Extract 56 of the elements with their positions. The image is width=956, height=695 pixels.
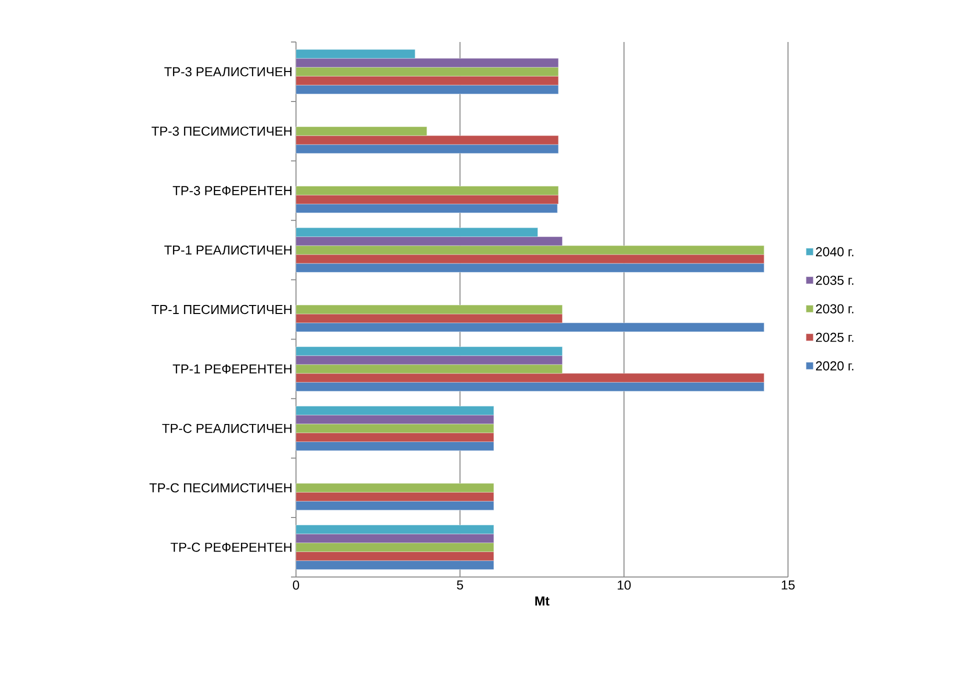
bar xyxy=(296,263,764,272)
x-tick-label: 10 xyxy=(618,580,631,590)
x-axis-title: Mt xyxy=(535,596,550,606)
bar xyxy=(296,483,494,492)
legend-label: 2020 г. xyxy=(816,361,854,370)
bar xyxy=(296,442,494,451)
bar xyxy=(296,322,764,332)
y-tick-label: ТР-1 ПЕСИМИСТИЧЕН xyxy=(152,304,292,314)
bar xyxy=(296,552,494,561)
bar xyxy=(296,406,494,416)
bar xyxy=(296,346,562,356)
x-tick-label: 15 xyxy=(782,580,795,590)
bar xyxy=(296,314,562,323)
y-tick-label: ТР-1 РЕФЕРЕНТЕН xyxy=(172,364,292,374)
bar xyxy=(296,126,428,136)
y-tick-label: ТР-С ПЕСИМИСТИЧЕН xyxy=(149,483,292,492)
bar xyxy=(296,144,559,154)
bar xyxy=(296,236,562,246)
bar xyxy=(296,67,559,76)
bar xyxy=(296,534,494,543)
bar xyxy=(296,245,764,255)
bar xyxy=(296,204,558,214)
legend-label: 2040 г. xyxy=(816,247,854,256)
y-tick-label: ТР-3 ПЕСИМИСТИЧЕН xyxy=(152,126,292,136)
bar xyxy=(296,524,494,534)
bar xyxy=(296,432,494,442)
y-tick-label: ТР-С РЕФЕРЕНТЕН xyxy=(170,542,292,552)
bar xyxy=(296,364,562,374)
bar xyxy=(296,542,494,552)
bar xyxy=(296,424,494,433)
y-tick-label: ТР-С РЕАЛИСТИЧЕН xyxy=(162,424,292,433)
legend-label: 2025 г. xyxy=(816,332,854,342)
bar xyxy=(296,355,562,365)
y-tick-label: ТР-3 РЕФЕРЕНТЕН xyxy=(172,186,292,196)
bar xyxy=(296,194,559,204)
bar xyxy=(296,58,559,68)
bar xyxy=(296,373,764,382)
x-tick-label: 5 xyxy=(456,580,464,590)
bar xyxy=(296,49,416,59)
legend-label: 2035 г. xyxy=(816,276,854,285)
bar xyxy=(296,76,559,86)
bar xyxy=(296,414,494,424)
bar xyxy=(296,228,538,237)
bar xyxy=(296,84,559,94)
bar xyxy=(296,501,494,510)
legend-label: 2030 г. xyxy=(816,304,854,314)
bar xyxy=(296,135,559,145)
bar xyxy=(296,254,764,264)
bar xyxy=(296,560,494,570)
y-tick-label: ТР-1 РЕАЛИСТИЧЕН xyxy=(164,245,292,255)
x-tick-label: 0 xyxy=(292,580,300,590)
bar xyxy=(296,382,764,392)
bar xyxy=(296,304,562,314)
bar xyxy=(296,186,559,196)
y-tick-label: ТР-3 РЕАЛИСТИЧЕН xyxy=(164,67,292,76)
bar xyxy=(296,492,494,502)
